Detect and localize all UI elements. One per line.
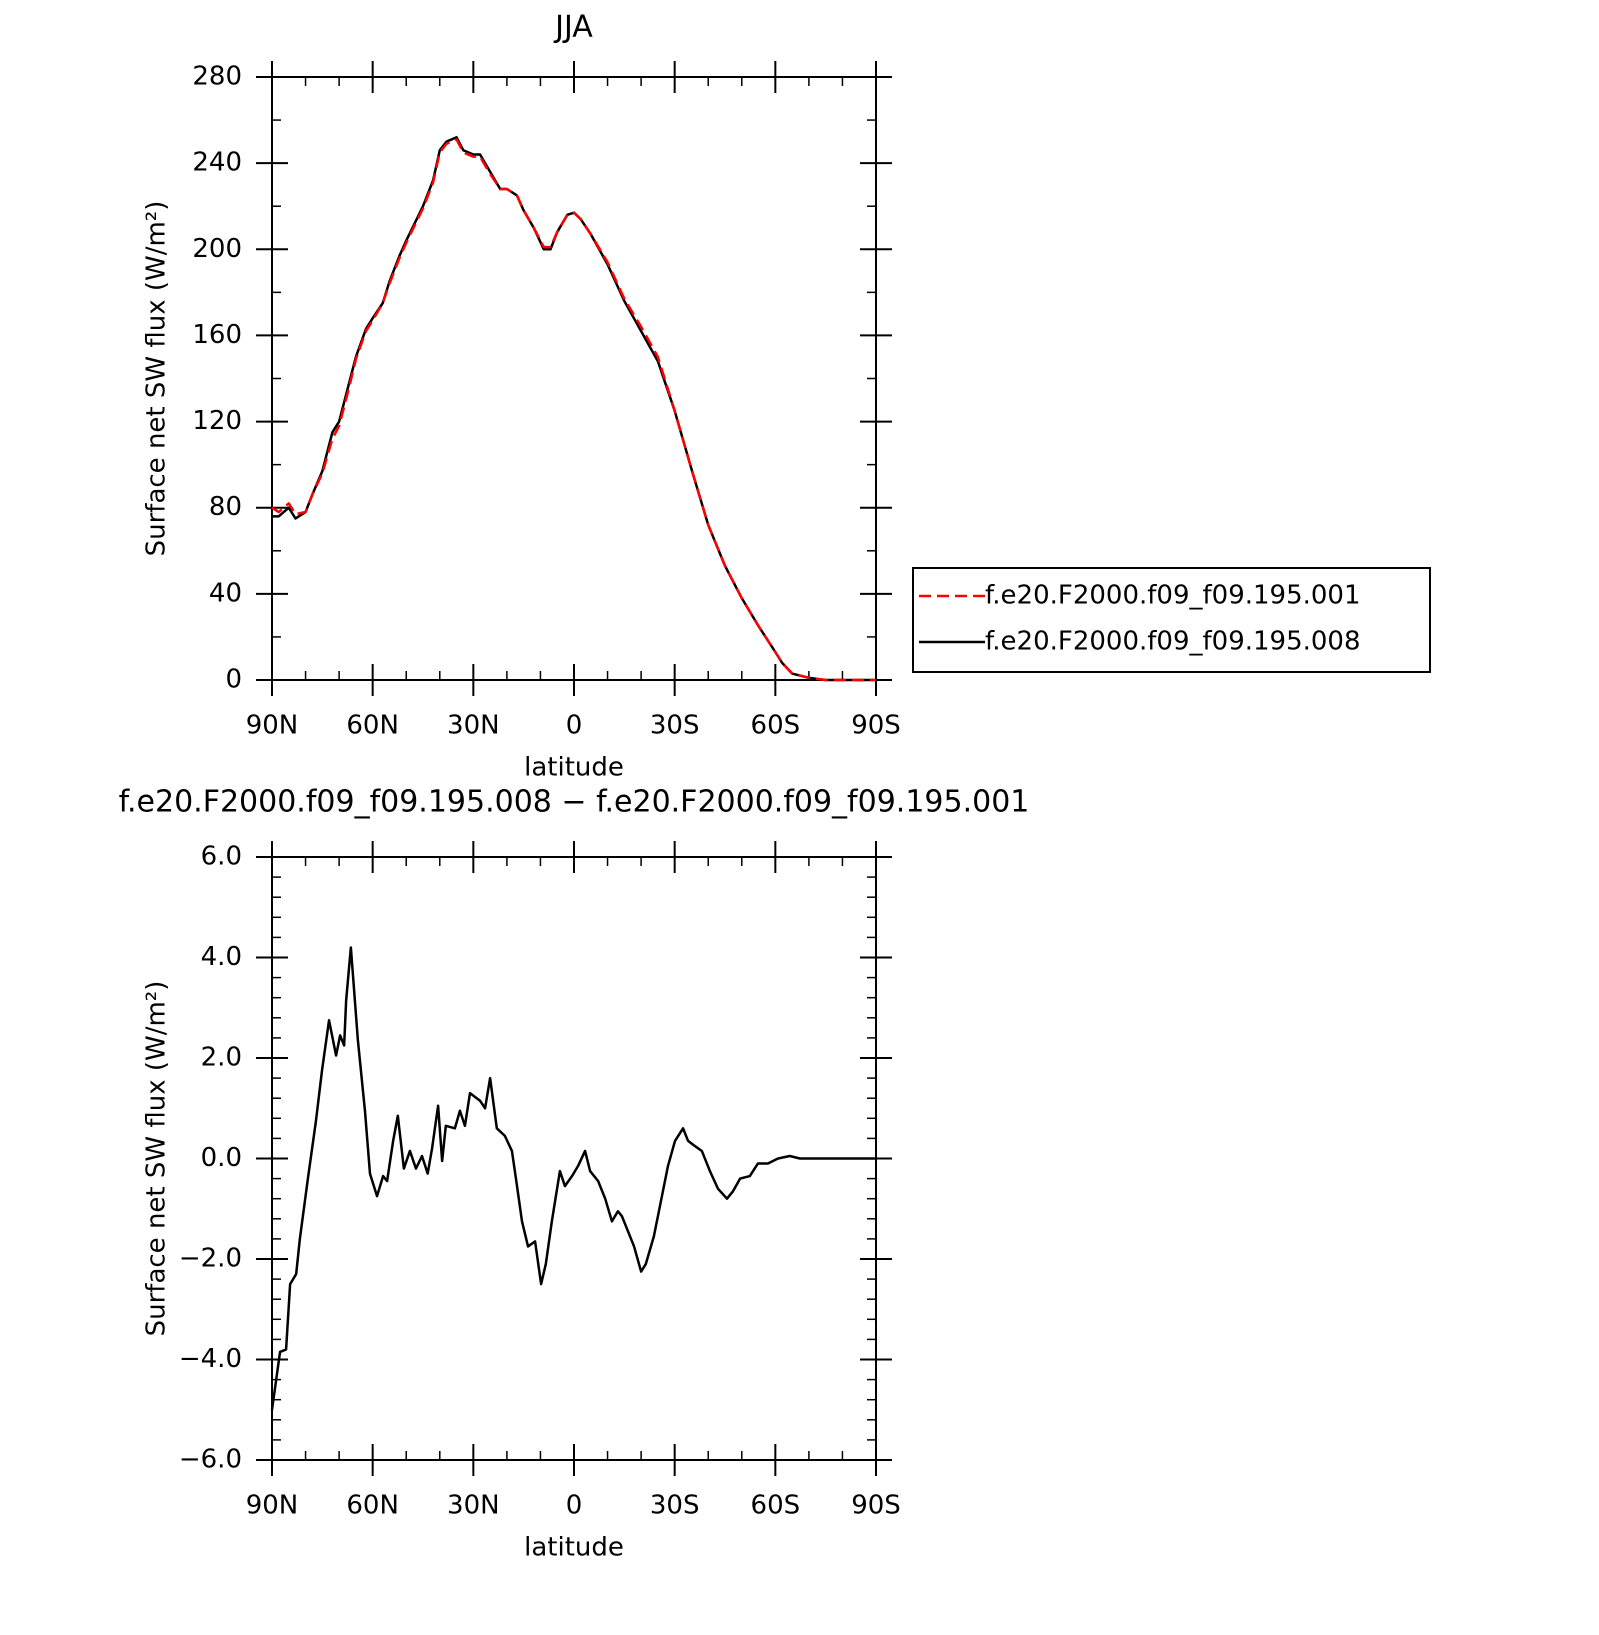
y-tick-label: −4.0 xyxy=(179,1344,242,1374)
y-tick-label: 80 xyxy=(209,492,242,522)
data-line xyxy=(270,946,876,1410)
y-tick-label: 40 xyxy=(209,578,242,608)
x-tick-label: 90S xyxy=(851,1491,901,1521)
y-tick-label: 4.0 xyxy=(201,942,242,972)
y-tick-label: 0 xyxy=(225,665,242,695)
y-tick-label: −2.0 xyxy=(179,1244,242,1274)
y-tick-label: 200 xyxy=(192,234,242,264)
y-axis-label: Surface net SW flux (W/m²) xyxy=(142,981,172,1337)
legend-label: f.e20.F2000.f09_f09.195.008 xyxy=(985,627,1361,657)
x-tick-label: 30S xyxy=(650,1491,700,1521)
x-tick-label: 30N xyxy=(447,1491,500,1521)
x-axis-label: latitude xyxy=(524,753,624,783)
x-tick-label: 0 xyxy=(566,1491,583,1521)
x-tick-label: 90N xyxy=(246,1491,299,1521)
plot-frame xyxy=(271,76,877,681)
x-tick-label: 60N xyxy=(346,1491,399,1521)
y-tick-label: 240 xyxy=(192,148,242,178)
x-tick-label: 90N xyxy=(246,711,299,741)
y-tick-label: 280 xyxy=(192,62,242,92)
chart-title: f.e20.F2000.f09_f09.195.008 − f.e20.F200… xyxy=(119,785,1030,820)
x-tick-label: 30S xyxy=(650,711,700,741)
x-tick-label: 0 xyxy=(566,711,583,741)
y-tick-label: 6.0 xyxy=(201,842,242,872)
x-tick-label: 60N xyxy=(346,711,399,741)
x-tick-label: 90S xyxy=(851,711,901,741)
legend-box xyxy=(912,567,1431,673)
legend-label: f.e20.F2000.f09_f09.195.001 xyxy=(985,581,1361,611)
y-tick-label: 2.0 xyxy=(201,1043,242,1073)
y-tick-label: 120 xyxy=(192,406,242,436)
plot-frame xyxy=(271,856,877,1461)
y-axis-label: Surface net SW flux (W/m²) xyxy=(142,201,172,557)
chart-title: JJA xyxy=(553,10,593,45)
x-tick-label: 60S xyxy=(751,711,801,741)
y-tick-label: 0.0 xyxy=(201,1143,242,1173)
x-tick-label: 30N xyxy=(447,711,500,741)
data-line xyxy=(272,136,876,682)
x-tick-label: 60S xyxy=(751,1491,801,1521)
y-tick-label: 160 xyxy=(192,320,242,350)
data-line xyxy=(271,138,876,682)
y-tick-label: −6.0 xyxy=(179,1445,242,1475)
x-axis-label: latitude xyxy=(524,1533,624,1563)
